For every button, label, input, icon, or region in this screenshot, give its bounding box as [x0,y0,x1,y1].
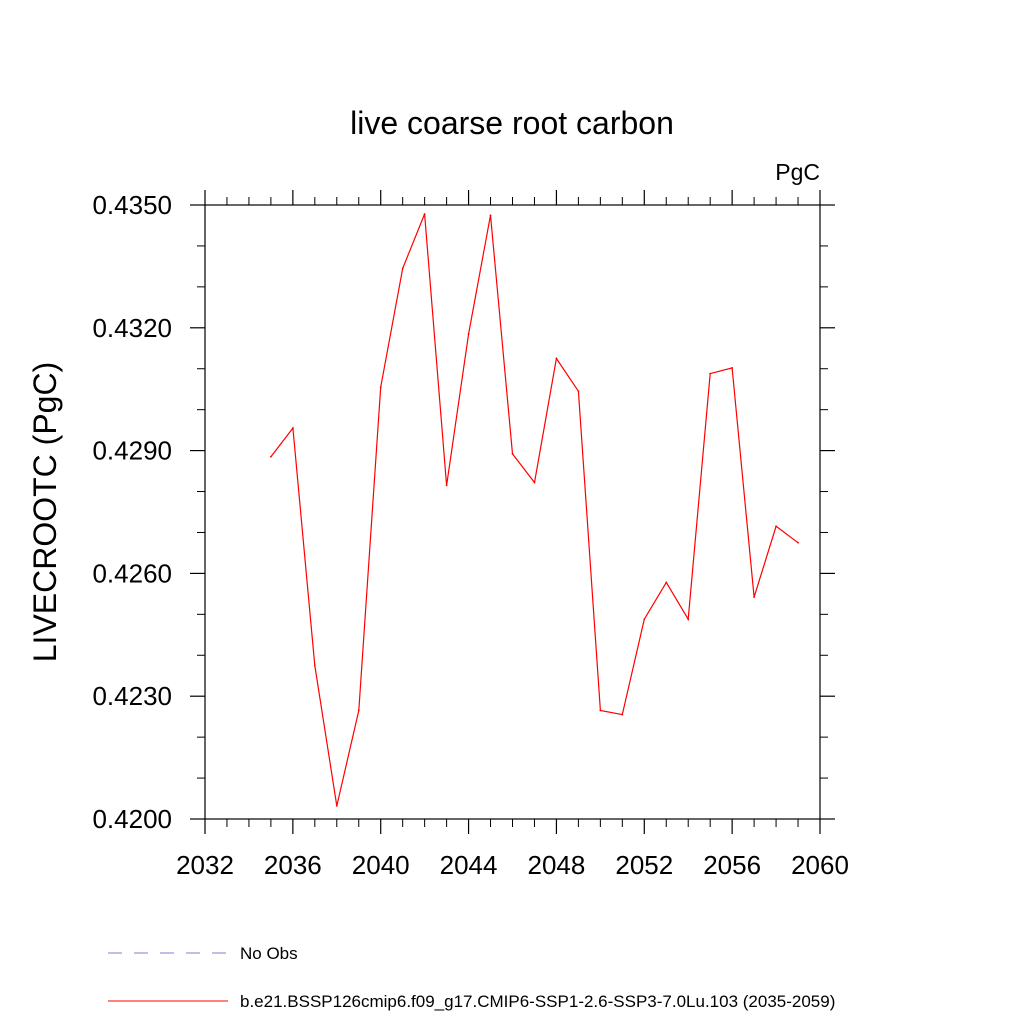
series-line [270,213,799,807]
y-tick-label: 0.4320 [92,313,172,343]
units-label: PgC [775,159,820,185]
y-tick-label: 0.4230 [92,681,172,711]
x-tick-label: 2060 [791,850,849,880]
x-tick-label: 2036 [264,850,322,880]
data-point [445,484,448,487]
x-tick-label: 2044 [440,850,498,880]
data-point [511,452,514,455]
data-point [621,713,624,716]
data-point [269,455,272,458]
x-tick-label: 2032 [176,850,234,880]
data-point [599,709,602,712]
data-point [489,214,492,217]
data-point [577,390,580,393]
y-tick-label: 0.4260 [92,558,172,588]
x-tick-label: 2040 [352,850,410,880]
data-point [313,664,316,667]
legend-label: b.e21.BSSP126cmip6.f09_g17.CMIP6-SSP1-2.… [240,992,835,1011]
data-point [709,372,712,375]
axes: 2032 2036 2040 2044 2048 2052 2056 2060 0.4200 0.… [92,190,849,880]
x-tick-label: 2056 [703,850,761,880]
x-tick-label: 2052 [615,850,673,880]
data-point [423,213,426,215]
y-tick-label: 0.4290 [92,436,172,466]
data-point [687,618,690,621]
data-point [643,618,646,621]
y-axis-label: LIVECROOTC (PgC) [27,362,63,662]
data-point [467,333,470,335]
data-point [357,709,360,712]
data-point [797,541,799,544]
x-tick-label: 2048 [528,850,586,880]
data-point [665,581,668,584]
data-point [533,481,536,484]
data-point [753,596,756,599]
plot-frame [204,204,821,820]
chart-title: live coarse root carbon [350,105,674,141]
data-point [291,427,294,429]
data-point [379,386,382,389]
y-tick-label: 0.4200 [92,804,172,834]
plot-series [269,213,799,807]
y-tick-label: 0.4350 [92,190,172,220]
data-point [335,805,338,807]
data-point [775,525,777,528]
legend: No Obs b.e21.BSSP126cmip6.f09_g17.CMIP6-S… [108,944,835,1011]
data-point [555,357,558,360]
legend-label: No Obs [240,944,298,963]
data-point [401,267,404,270]
data-point [731,367,734,369]
